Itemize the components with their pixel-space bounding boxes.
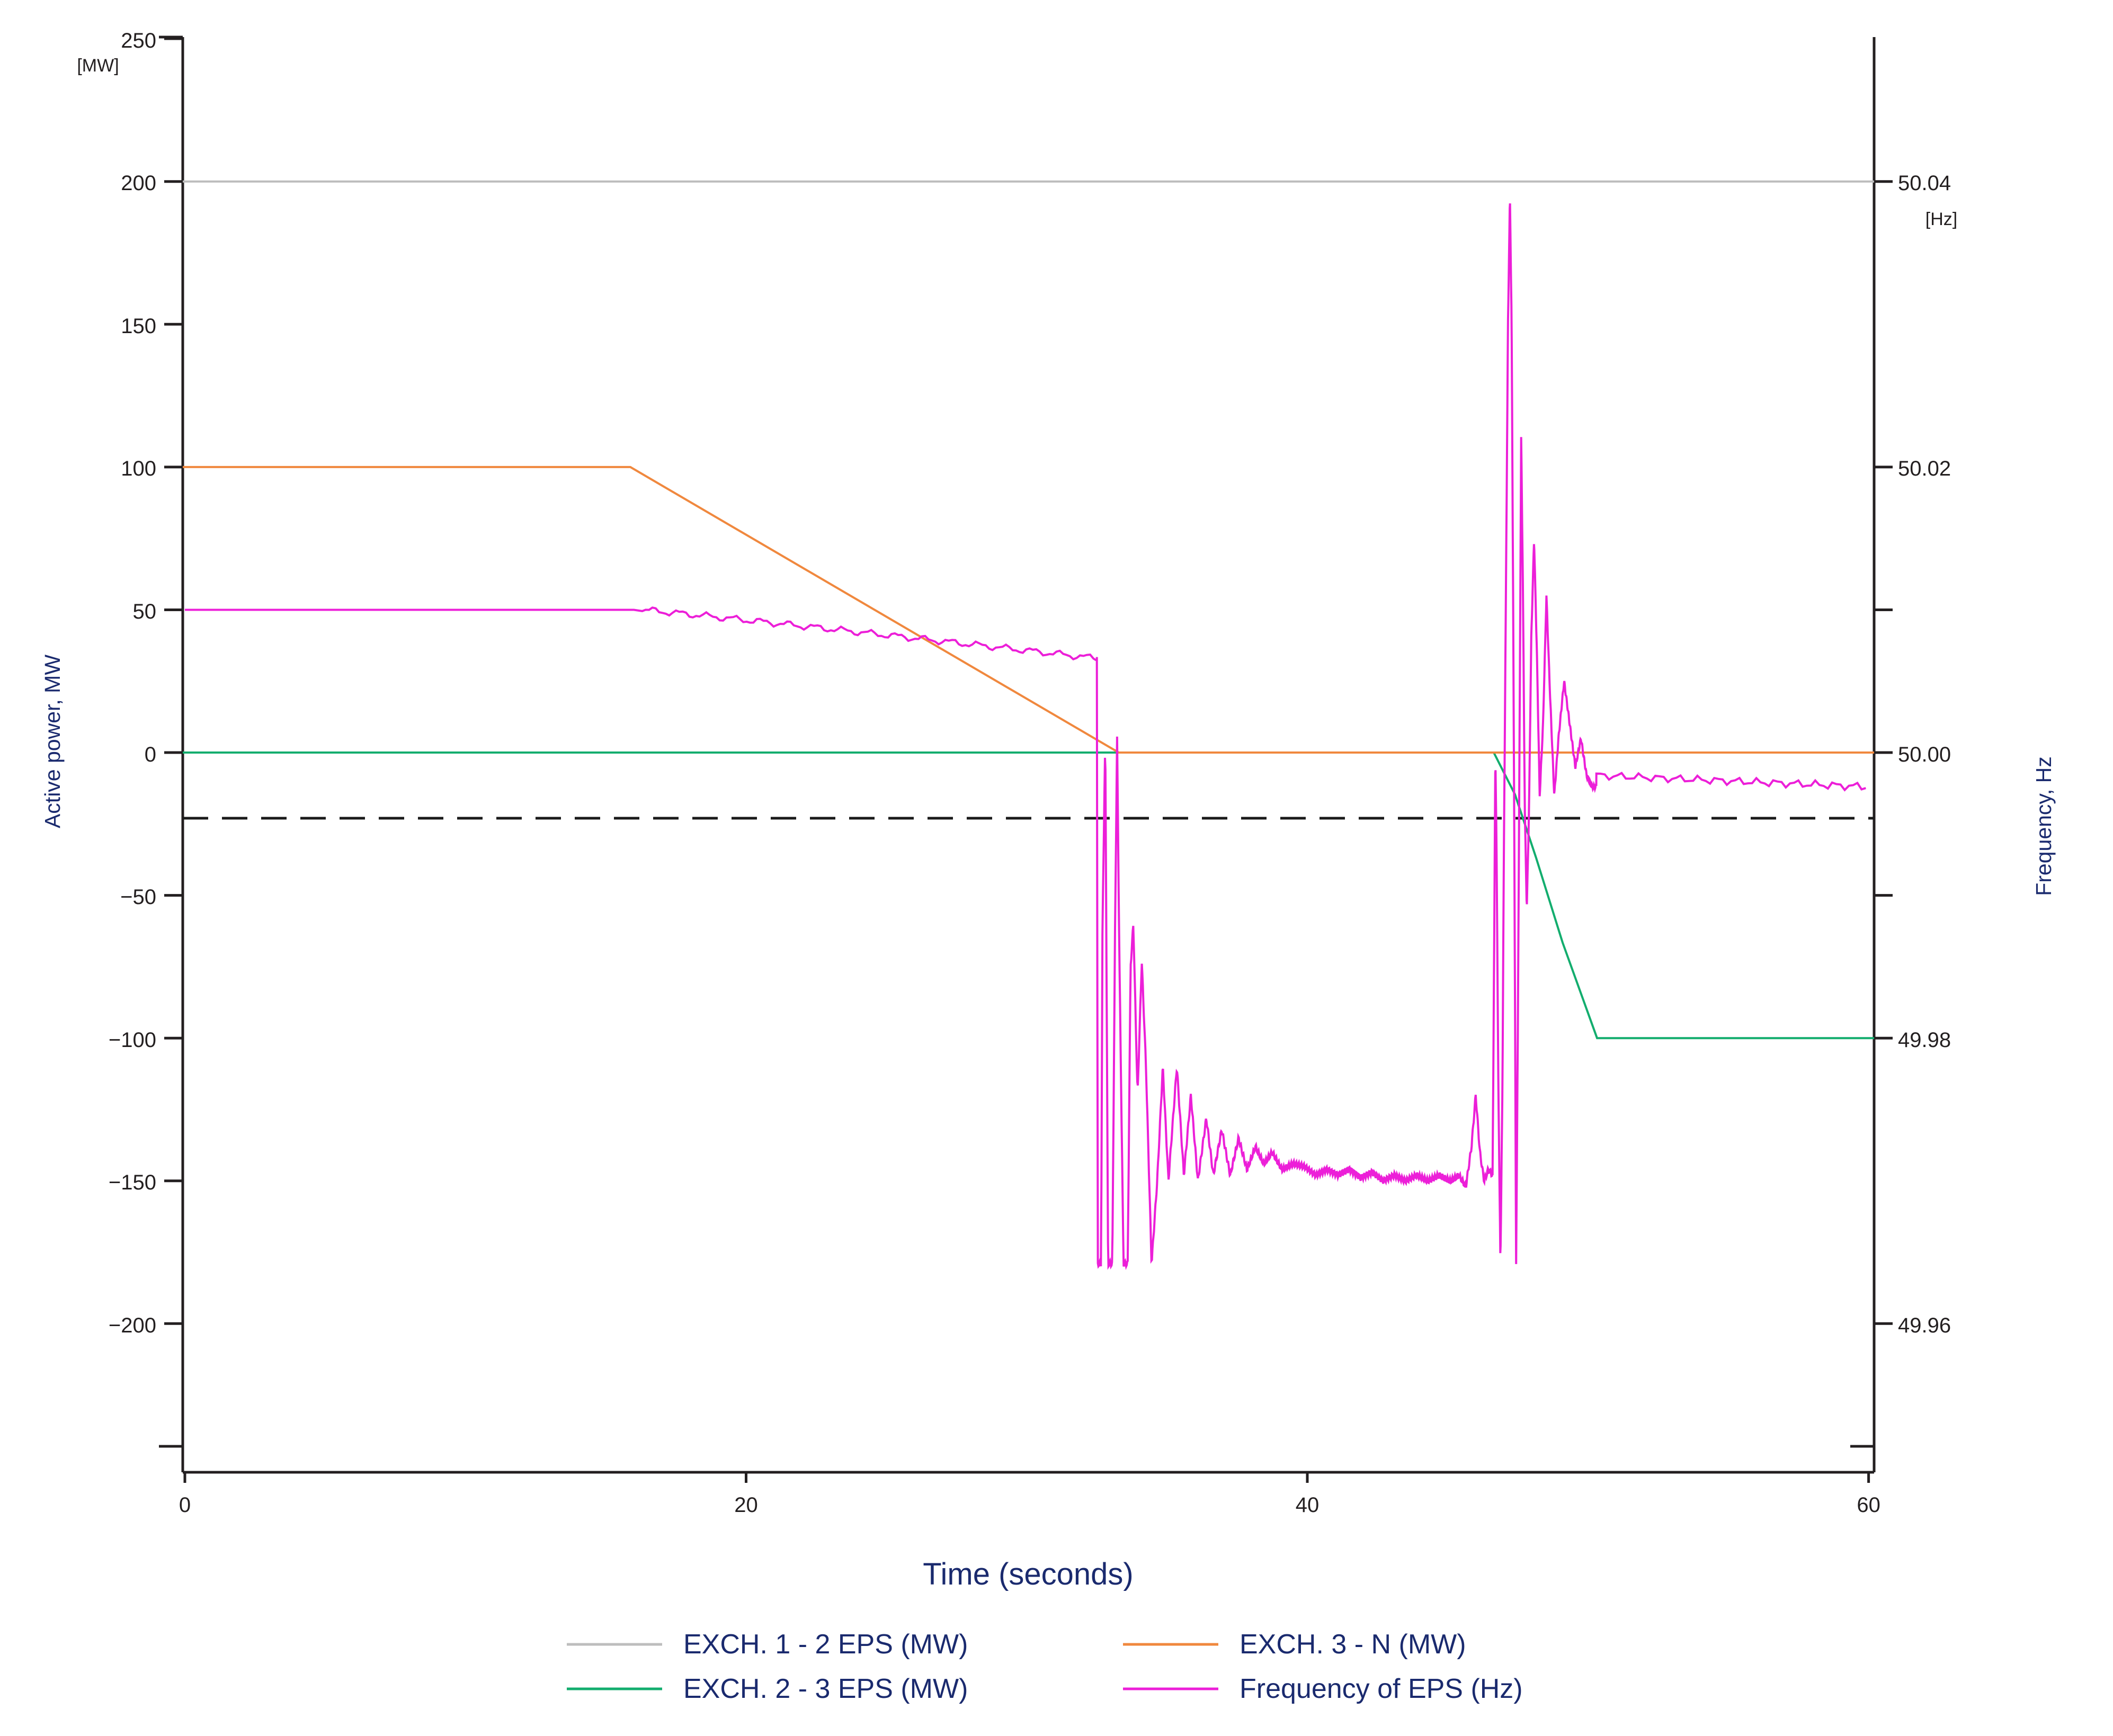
svg-text:40: 40 bbox=[1296, 1493, 1319, 1517]
svg-text:150: 150 bbox=[121, 315, 156, 338]
svg-text:−150: −150 bbox=[109, 1171, 156, 1194]
svg-text:−200: −200 bbox=[109, 1314, 156, 1337]
svg-text:−100: −100 bbox=[109, 1028, 156, 1052]
svg-text:50.04: 50.04 bbox=[1898, 172, 1951, 195]
svg-text:49.98: 49.98 bbox=[1898, 1028, 1951, 1052]
svg-text:100: 100 bbox=[121, 457, 156, 480]
svg-text:Frequency of EPS (Hz): Frequency of EPS (Hz) bbox=[1240, 1674, 1523, 1704]
svg-text:0: 0 bbox=[145, 743, 156, 766]
svg-text:[Hz]: [Hz] bbox=[1925, 209, 1957, 229]
svg-text:[MW]: [MW] bbox=[77, 56, 119, 76]
svg-text:EXCH. 1 - 2 EPS (MW): EXCH. 1 - 2 EPS (MW) bbox=[683, 1629, 968, 1660]
svg-text:50.00: 50.00 bbox=[1898, 743, 1951, 766]
svg-text:Time (seconds): Time (seconds) bbox=[923, 1557, 1134, 1591]
svg-text:20: 20 bbox=[734, 1493, 758, 1517]
svg-text:50.02: 50.02 bbox=[1898, 457, 1951, 480]
svg-text:200: 200 bbox=[121, 172, 156, 195]
svg-text:Active power, MW: Active power, MW bbox=[40, 655, 65, 828]
svg-text:250: 250 bbox=[121, 29, 156, 52]
svg-text:50: 50 bbox=[133, 600, 157, 623]
svg-text:0: 0 bbox=[179, 1493, 191, 1517]
svg-text:60: 60 bbox=[1857, 1493, 1880, 1517]
svg-text:Frequency, Hz: Frequency, Hz bbox=[2031, 756, 2056, 896]
svg-text:49.96: 49.96 bbox=[1898, 1314, 1951, 1337]
svg-text:EXCH. 3 - N (MW): EXCH. 3 - N (MW) bbox=[1240, 1629, 1466, 1660]
svg-text:EXCH. 2 - 3 EPS (MW): EXCH. 2 - 3 EPS (MW) bbox=[683, 1674, 968, 1704]
svg-text:−50: −50 bbox=[120, 885, 156, 909]
